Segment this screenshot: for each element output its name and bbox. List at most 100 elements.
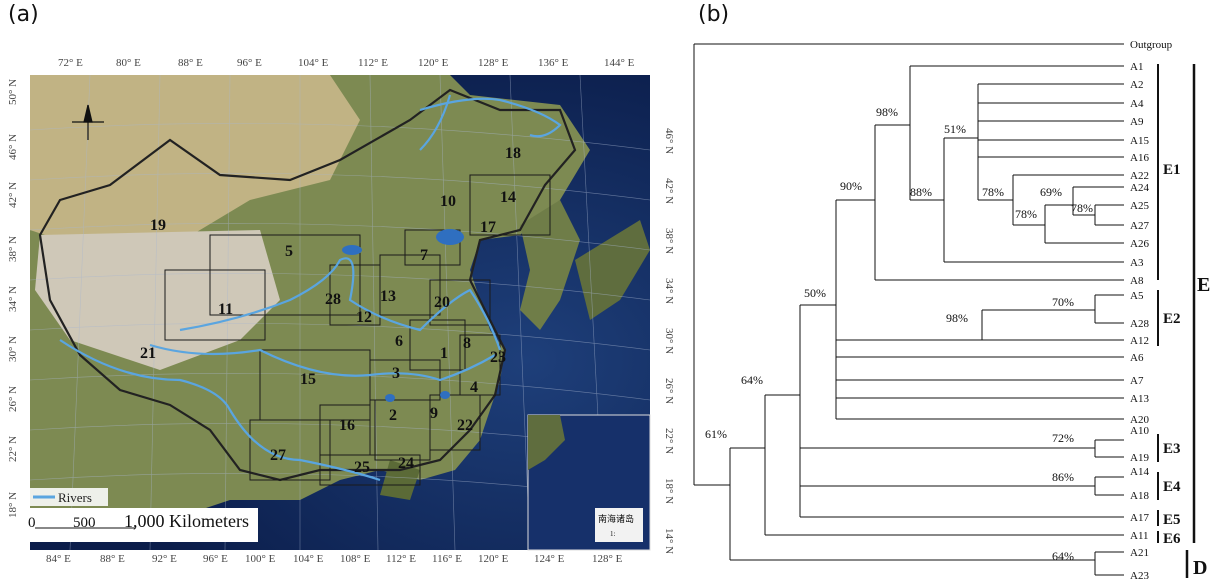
- lon-label-top: 128° E: [478, 57, 509, 69]
- region-label: 6: [395, 333, 403, 350]
- support-value: 88%: [910, 185, 932, 199]
- region-label: 4: [470, 379, 478, 396]
- leaf-label: A13: [1130, 393, 1149, 405]
- region-label: 22: [457, 417, 473, 434]
- lat-label-right: 30° N: [663, 328, 675, 354]
- lon-label-bottom: 84° E: [46, 553, 71, 565]
- panel-label-b: (b): [698, 2, 730, 27]
- support-values: 98% 51% 90% 88% 78% 69% 78% 78% 50% 98% …: [705, 105, 1093, 563]
- inset-caption-box: [595, 508, 643, 542]
- leaf-label: A6: [1130, 352, 1144, 364]
- support-value: 51%: [944, 122, 966, 136]
- leaf-label: A5: [1130, 290, 1144, 302]
- inset-scale: 1:: [610, 530, 616, 538]
- region-label: 2: [389, 407, 397, 424]
- support-value: 78%: [1015, 207, 1037, 221]
- panel-label-a: (a): [8, 2, 39, 27]
- region-label: 3: [392, 365, 400, 382]
- lon-label-bottom: 124° E: [534, 553, 565, 565]
- leaf-label: A4: [1130, 98, 1144, 110]
- clade-label: D: [1193, 557, 1207, 579]
- leaf-label: A16: [1130, 152, 1149, 164]
- korea-japan-land: [520, 200, 580, 330]
- scale-bar-box: [30, 508, 258, 542]
- lat-label-left: 30° N: [7, 336, 19, 362]
- tree-panel: (b): [690, 0, 1218, 582]
- region-label: 17: [480, 219, 496, 236]
- clade-labels: E1 E2 E3 E4 E5 E6 E D: [1163, 162, 1210, 579]
- leaf-labels: Outgroup A1 A2 A4 A9 A15 A16 A22 A24 A25…: [1130, 39, 1173, 582]
- support-value: 98%: [876, 105, 898, 119]
- region-label: 1: [440, 345, 448, 362]
- leaf-label: Outgroup: [1130, 39, 1173, 51]
- rivers-legend: [30, 488, 108, 506]
- region-label: 18: [505, 145, 521, 162]
- leaf-label: A17: [1130, 512, 1149, 524]
- northern-desert: [30, 75, 360, 260]
- support-value: 86%: [1052, 470, 1074, 484]
- right-latitude-labels: 46° N 42° N 38° N 34° N 30° N 26° N 22° …: [663, 128, 675, 554]
- region-label: 27: [270, 447, 286, 464]
- lon-label-bottom: 120° E: [478, 553, 509, 565]
- lat-label-right: 34° N: [663, 278, 675, 304]
- lon-label-bottom: 112° E: [386, 553, 416, 565]
- leaf-label: A12: [1130, 335, 1149, 347]
- lon-label-bottom: 108° E: [340, 553, 371, 565]
- lon-label-top: 80° E: [116, 57, 141, 69]
- leaf-label: A25: [1130, 200, 1149, 212]
- lat-label-left: 38° N: [7, 236, 19, 262]
- lat-label-left: 22° N: [7, 436, 19, 462]
- lat-label-left: 26° N: [7, 386, 19, 412]
- region-label: 21: [140, 345, 156, 362]
- lat-label-right: 26° N: [663, 378, 675, 404]
- country-border: [38, 88, 577, 482]
- leaf-label: A14: [1130, 466, 1149, 478]
- rivers-legend-label: Rivers: [58, 490, 92, 505]
- inset-title: 南海诸岛: [598, 513, 634, 524]
- lon-label-bottom: 128° E: [592, 553, 623, 565]
- compass-icon: [72, 104, 104, 140]
- tree-branches: [693, 43, 1124, 576]
- lon-label-bottom: 96° E: [203, 553, 228, 565]
- lat-label-right: 14° N: [663, 528, 675, 554]
- lat-label-right: 42° N: [663, 178, 675, 204]
- top-longitude-labels: 72° E 80° E 88° E 96° E 104° E 112° E 12…: [58, 57, 635, 69]
- lon-label-top: 144° E: [604, 57, 635, 69]
- lat-label-right: 46° N: [663, 128, 675, 154]
- support-value: 69%: [1040, 185, 1062, 199]
- clade-label: E4: [1163, 479, 1181, 495]
- lon-label-top: 88° E: [178, 57, 203, 69]
- lon-label-bottom: 88° E: [100, 553, 125, 565]
- lon-label-bottom: 116° E: [432, 553, 462, 565]
- scale-end: 1,000 Kilometers: [124, 511, 249, 531]
- leaf-label: A21: [1130, 547, 1149, 559]
- support-value: 64%: [1052, 549, 1074, 563]
- region-label: 11: [218, 301, 233, 318]
- leaf-label: A26: [1130, 238, 1149, 250]
- lon-label-top: 120° E: [418, 57, 449, 69]
- lat-label-right: 18° N: [663, 478, 675, 504]
- region-label: 19: [150, 217, 166, 234]
- region-label: 20: [434, 294, 450, 311]
- lon-label-top: 96° E: [237, 57, 262, 69]
- support-value: 70%: [1052, 295, 1074, 309]
- lon-label-top: 72° E: [58, 57, 83, 69]
- clade-label: E: [1197, 274, 1210, 296]
- leaf-label: A10: [1130, 425, 1149, 437]
- region-labels: 1 2 3 4 5 6 7 8 9 10 11 12 13 14 15 16 1…: [140, 145, 521, 476]
- support-value: 78%: [982, 185, 1004, 199]
- leaf-label: A15: [1130, 135, 1149, 147]
- lat-label-left: 18° N: [7, 492, 19, 518]
- clade-label: E3: [1163, 441, 1181, 457]
- clade-label: E5: [1163, 512, 1181, 528]
- scale-mid: 500: [73, 515, 96, 531]
- support-value: 98%: [946, 311, 968, 325]
- clade-label: E2: [1163, 311, 1181, 327]
- lon-label-top: 104° E: [298, 57, 329, 69]
- phylogenetic-tree: Outgroup A1 A2 A4 A9 A15 A16 A22 A24 A25…: [693, 39, 1210, 582]
- clade-label: E1: [1163, 162, 1181, 178]
- support-value: 61%: [705, 427, 727, 441]
- support-value: 50%: [804, 286, 826, 300]
- leaf-label: A11: [1130, 530, 1149, 542]
- region-label: 14: [500, 189, 516, 206]
